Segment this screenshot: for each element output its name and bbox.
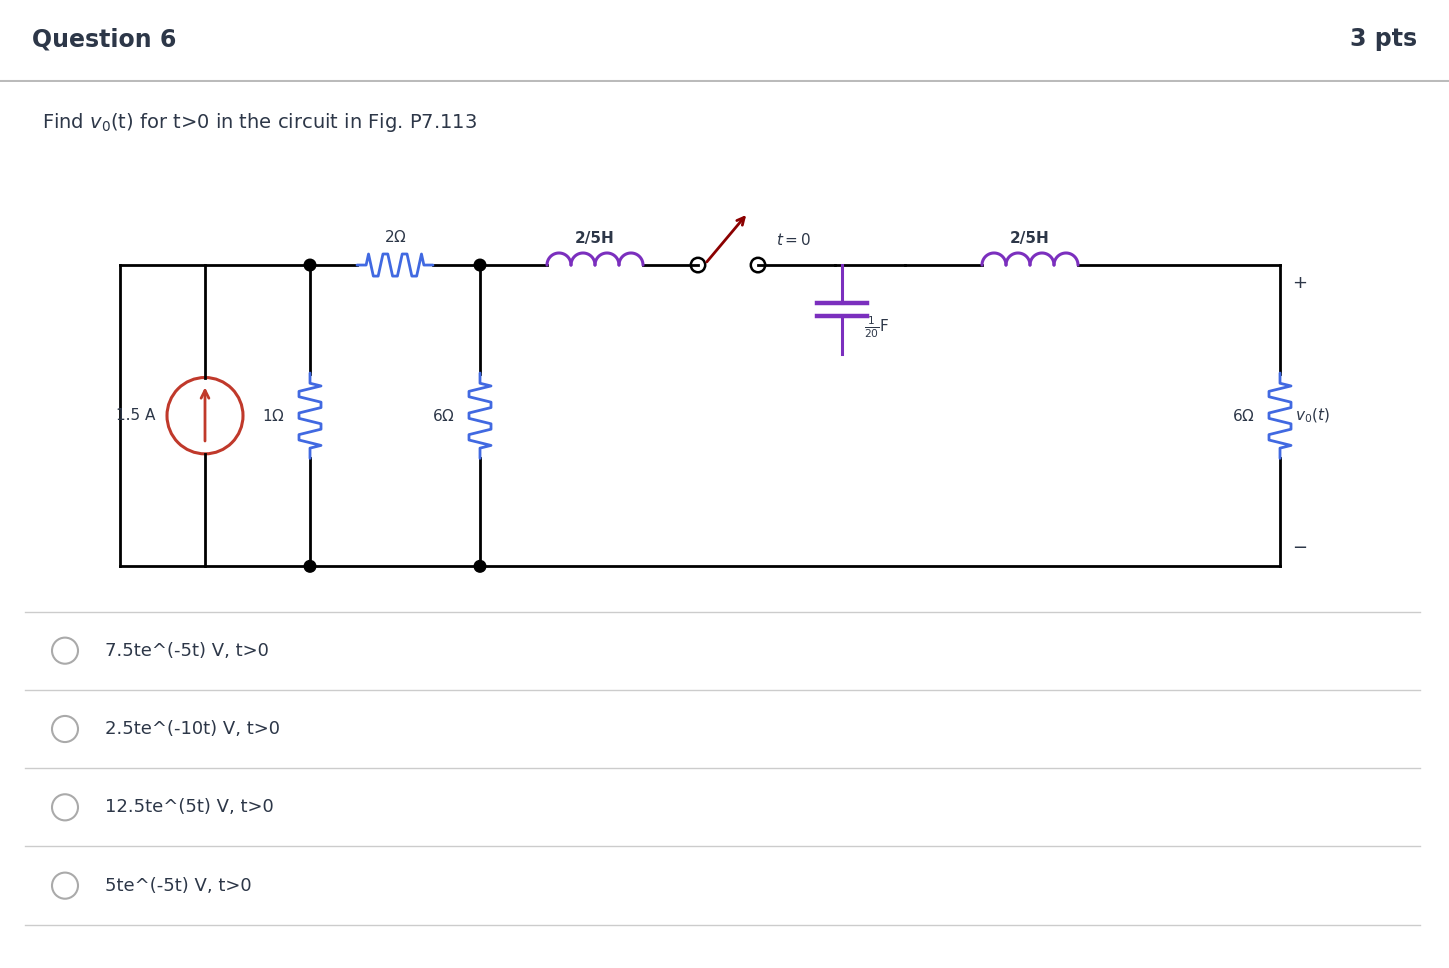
Text: 7.5te^(-5t) V, t>0: 7.5te^(-5t) V, t>0 [104,642,270,659]
Text: +: + [1293,274,1307,292]
Text: 6$\Omega$: 6$\Omega$ [1232,408,1255,424]
Text: 3 pts: 3 pts [1350,27,1417,51]
Circle shape [304,259,316,271]
Text: 1$\Omega$: 1$\Omega$ [262,408,285,424]
Text: $t = 0$: $t = 0$ [777,232,811,248]
Text: $v_0(t)$: $v_0(t)$ [1295,407,1330,425]
Text: 2.5te^(-10t) V, t>0: 2.5te^(-10t) V, t>0 [104,720,280,738]
Text: 6$\Omega$: 6$\Omega$ [432,408,455,424]
Text: Question 6: Question 6 [32,27,177,51]
Text: 5te^(-5t) V, t>0: 5te^(-5t) V, t>0 [104,877,252,894]
Text: −: − [1293,539,1307,558]
Circle shape [474,560,485,572]
Text: 1.5 A: 1.5 A [116,408,155,423]
Circle shape [304,560,316,572]
Text: Find $v_0$(t) for t>0 in the circuit in Fig. P7.113: Find $v_0$(t) for t>0 in the circuit in … [42,111,477,134]
Text: 2$\Omega$: 2$\Omega$ [384,229,406,245]
Text: $\frac{1}{20}$F: $\frac{1}{20}$F [864,315,888,340]
Text: 12.5te^(5t) V, t>0: 12.5te^(5t) V, t>0 [104,799,274,816]
Text: 2/5H: 2/5H [1010,231,1051,246]
Circle shape [474,259,485,271]
Text: 2/5H: 2/5H [575,231,614,246]
